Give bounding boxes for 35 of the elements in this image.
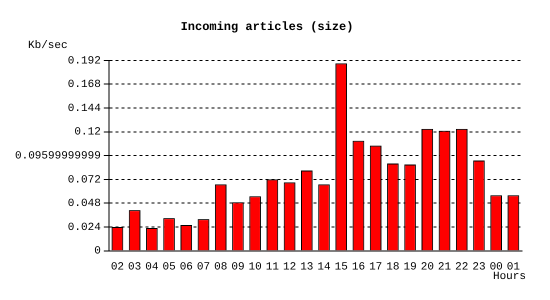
y-axis-title: Kb/sec [28, 40, 68, 52]
x-tick-label: 14 [317, 261, 332, 274]
y-tick-label: 0.144 [68, 102, 102, 115]
y-tick-label: 0.072 [68, 174, 101, 186]
x-tick-label: 22 [455, 261, 468, 274]
y-tick-label: 0.168 [68, 79, 101, 92]
x-tick-label: 11 [266, 261, 280, 274]
x-tick-label: 08 [214, 261, 228, 274]
x-tick-label: 09 [231, 261, 245, 274]
y-tick-label: 0.048 [68, 198, 101, 210]
x-tick-label: 20 [420, 261, 434, 274]
x-tick-label: 12 [282, 261, 296, 274]
x-tick-label: 17 [369, 261, 382, 274]
x-tick-label: 05 [162, 261, 176, 274]
x-tick-label: 04 [145, 261, 159, 274]
x-tick-label: 06 [180, 261, 193, 274]
y-tick-label: 0.12 [74, 126, 101, 139]
x-tick-label: 10 [248, 261, 262, 274]
x-tick-label: 16 [352, 261, 366, 274]
y-tick-label: 0.09599999999 [14, 150, 101, 163]
y-tick-label: 0.024 [68, 222, 102, 234]
x-tick-label: 07 [196, 261, 210, 274]
x-axis-title: Hours [492, 271, 526, 284]
x-tick-label: 15 [334, 261, 348, 274]
chart-title: Incoming articles (size) [180, 20, 354, 34]
x-tick-label: 02 [110, 261, 124, 274]
x-tick-label: 01 [506, 261, 520, 274]
x-tick-label: 19 [403, 261, 417, 274]
y-tick-label: 0.192 [68, 55, 101, 68]
x-tick-label: 03 [128, 261, 142, 274]
x-tick-label: 13 [300, 261, 314, 274]
x-tick-label: 21 [438, 261, 452, 274]
x-tick-label: 23 [472, 261, 486, 274]
x-tick-label: 18 [386, 261, 400, 274]
y-tick-label: 0 [94, 246, 101, 258]
